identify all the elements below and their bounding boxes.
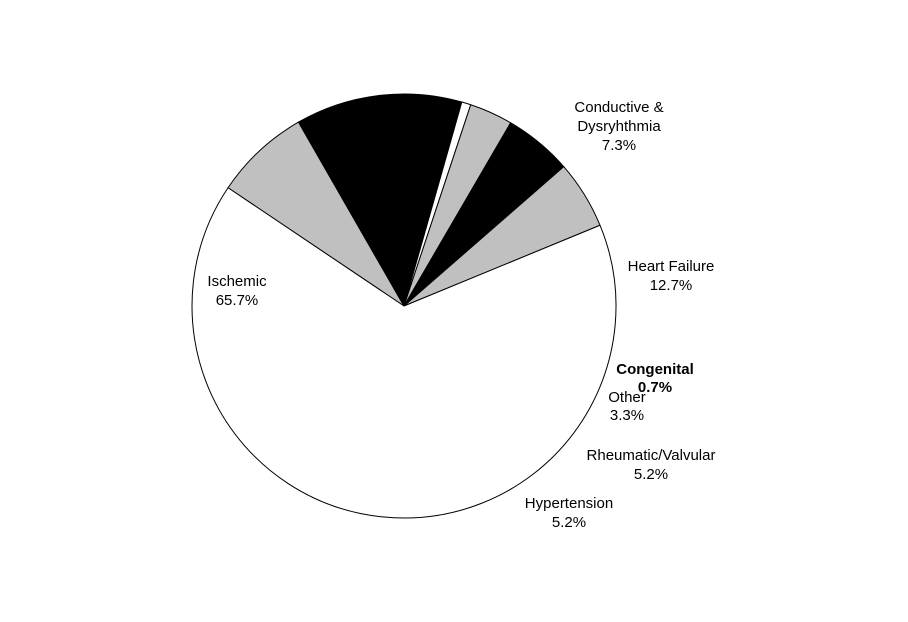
- label-other-name: Other: [608, 389, 646, 406]
- label-other-value: 3.3%: [610, 407, 644, 424]
- pie-slice-ischemic: [191, 187, 617, 519]
- label-rheumatic: Rheumatic/Valvular 5.2%: [587, 447, 716, 483]
- label-ischemic-value: 65.7%: [216, 292, 259, 309]
- label-conductive: Conductive & Dysryhthmia 7.3%: [574, 99, 663, 154]
- label-ischemic-name: Ischemic: [207, 273, 267, 290]
- label-congenital-name: Congenital: [616, 361, 694, 378]
- label-rheumatic-name: Rheumatic/Valvular: [587, 447, 716, 464]
- label-congenital-value: 0.7%: [638, 379, 672, 396]
- pie-slice-heart-failure: [297, 93, 463, 307]
- label-hypertension-value: 5.2%: [552, 514, 586, 531]
- pie-slices: [191, 93, 617, 519]
- label-ischemic: Ischemic 65.7%: [207, 273, 267, 309]
- label-other: Other 3.3%: [608, 389, 646, 424]
- pie-slice-conductive: [227, 121, 405, 307]
- label-conductive-name-line1: Conductive &: [574, 99, 663, 116]
- label-conductive-value: 7.3%: [602, 137, 636, 154]
- label-heart-failure: Heart Failure 12.7%: [628, 258, 715, 294]
- label-heart-failure-name: Heart Failure: [628, 258, 715, 275]
- label-conductive-name-line2: Dysryhthmia: [577, 118, 661, 135]
- label-rheumatic-value: 5.2%: [634, 466, 668, 483]
- label-heart-failure-value: 12.7%: [650, 277, 693, 294]
- label-congenital: Congenital 0.7%: [616, 361, 694, 396]
- label-hypertension: Hypertension 5.2%: [525, 495, 613, 531]
- label-hypertension-name: Hypertension: [525, 495, 613, 512]
